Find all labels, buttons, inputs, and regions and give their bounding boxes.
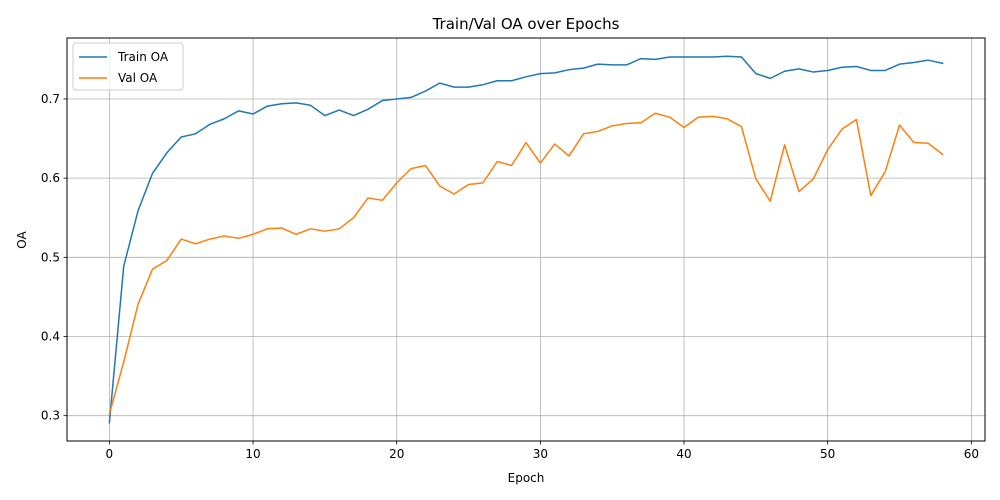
x-tick-label: 40 [676, 447, 691, 461]
x-tick-label: 30 [533, 447, 548, 461]
plot-frame [66, 37, 986, 442]
legend-label-val-oa: Val OA [118, 71, 158, 85]
chart-title: Train/Val OA over Epochs [432, 15, 620, 33]
x-tick-label: 50 [820, 447, 835, 461]
grid-layer [67, 38, 985, 441]
y-tick-label: 0.5 [41, 250, 60, 264]
series-layer [108, 55, 944, 424]
series-line-train-oa [108, 55, 944, 424]
y-tick-label: 0.6 [41, 171, 60, 185]
x-tick-label: 60 [964, 447, 979, 461]
legend-label-train-oa: Train OA [117, 50, 169, 64]
y-tick-label: 0.3 [41, 409, 60, 423]
legend: Train OA Val OA [72, 42, 184, 91]
x-tick-label: 20 [389, 447, 404, 461]
x-tick-label: 10 [245, 447, 260, 461]
x-axis-title: Epoch [508, 471, 545, 485]
y-tick-label: 0.7 [41, 92, 60, 106]
y-axis-title: OA [15, 230, 29, 248]
series-line-val-oa [108, 112, 944, 416]
y-tick-label: 0.4 [41, 329, 60, 343]
x-tick-label: 0 [106, 447, 114, 461]
tick-layer: 0 10 20 30 40 50 60 0.3 0.4 0.5 0.6 0.7 [41, 92, 979, 461]
